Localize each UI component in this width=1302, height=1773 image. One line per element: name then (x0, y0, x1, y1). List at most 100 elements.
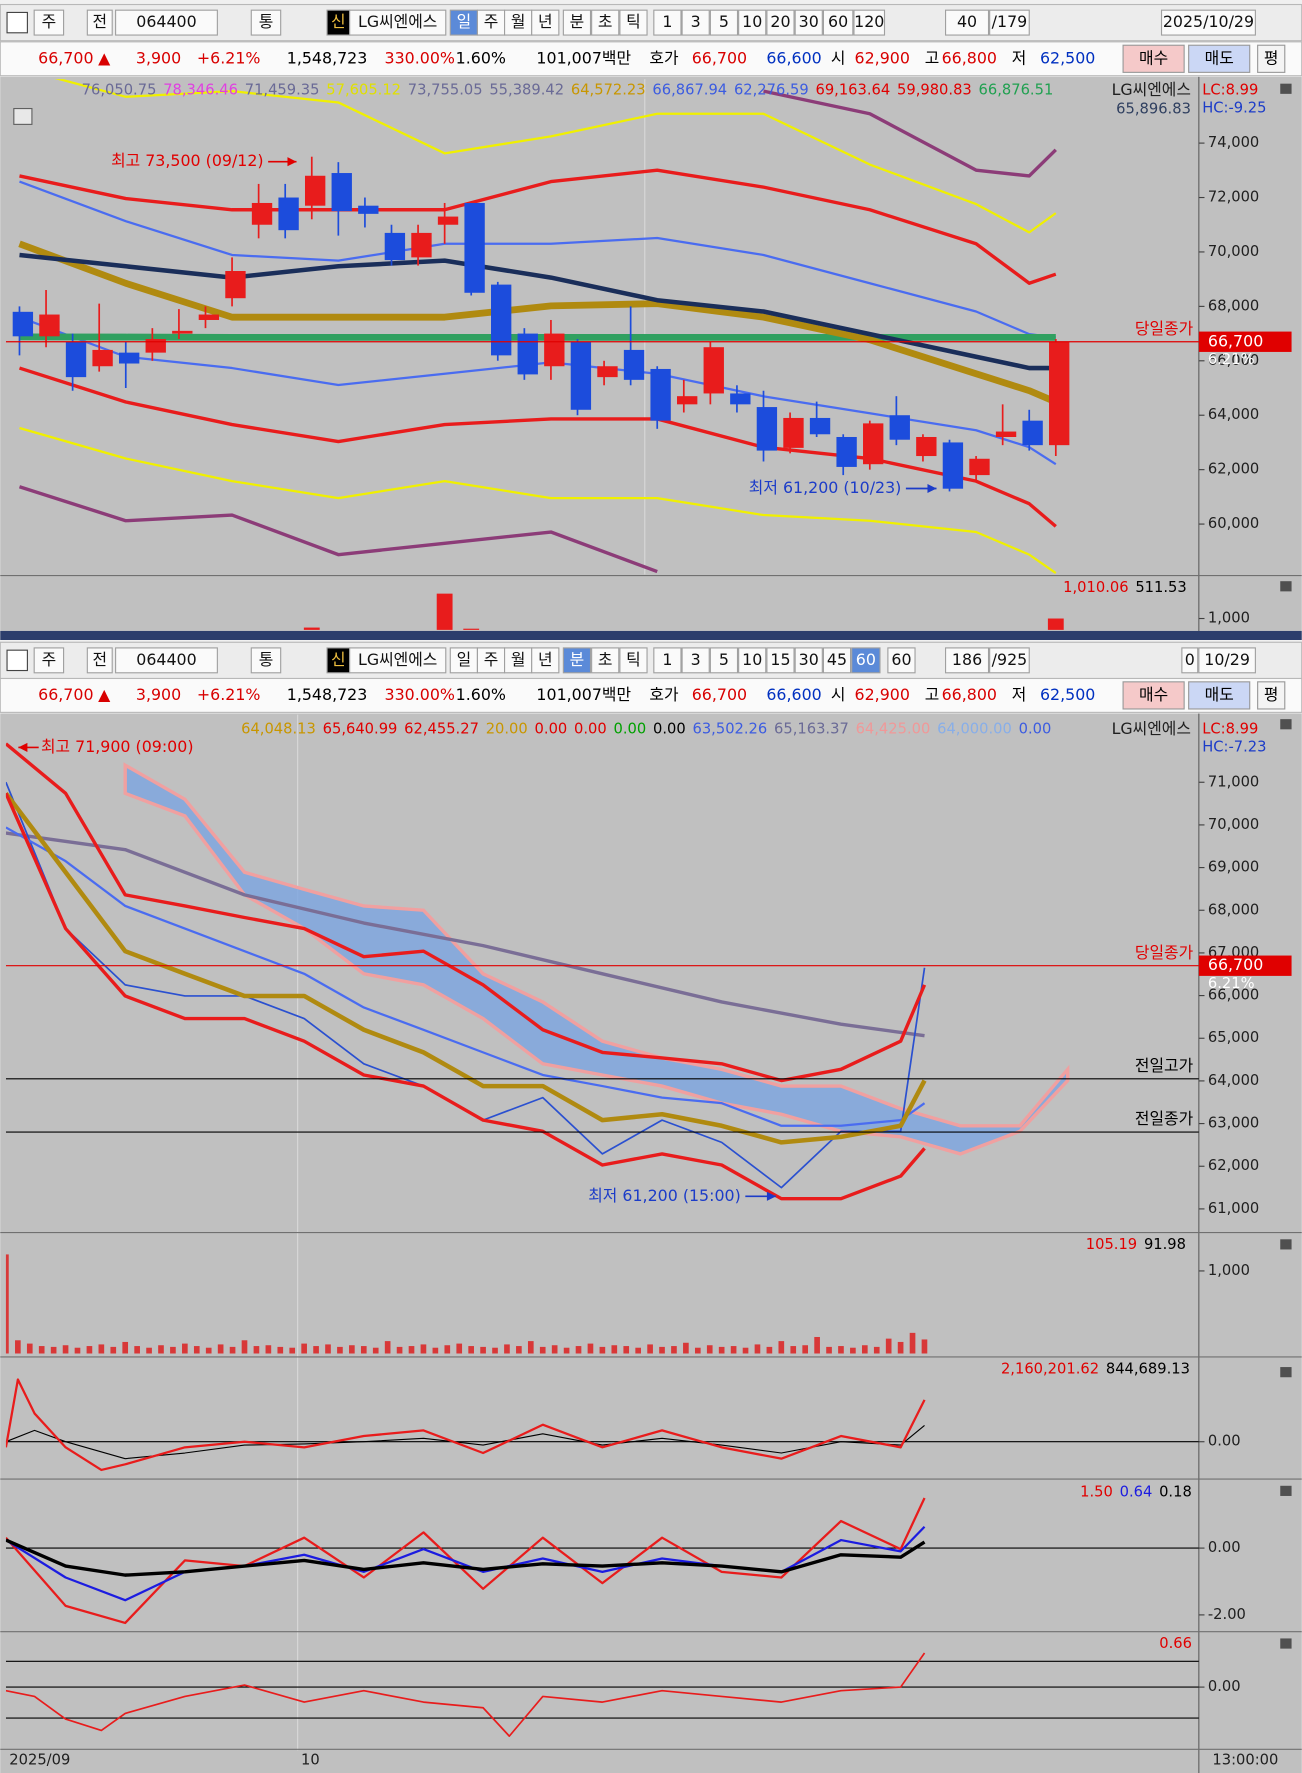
toolbar-label[interactable]: 1 (662, 650, 672, 669)
toolbar-label[interactable]: 1 (662, 12, 672, 31)
toolbar-label[interactable]: 186 (952, 650, 982, 669)
toolbar-button[interactable] (250, 647, 282, 674)
toolbar-label[interactable]: 통 (259, 650, 274, 669)
toolbar-label[interactable]: 분 (570, 12, 585, 31)
toolbar-button[interactable] (562, 647, 592, 674)
toolbar-label[interactable]: 45 (827, 650, 847, 669)
toolbar-label[interactable]: 월 (511, 650, 526, 669)
trade-button[interactable] (1257, 681, 1286, 710)
trade-button[interactable] (1122, 44, 1185, 73)
panel-close[interactable] (1280, 1638, 1292, 1649)
toolbar-button[interactable] (822, 647, 852, 674)
panel-close[interactable] (1280, 719, 1292, 730)
toolbar-button[interactable] (476, 647, 506, 674)
toolbar-button[interactable] (33, 9, 65, 36)
quote-field[interactable]: 매도 (1205, 685, 1234, 704)
toolbar-button[interactable] (250, 9, 282, 36)
toolbar-label[interactable]: 3 (691, 650, 701, 669)
toolbar-button[interactable] (766, 647, 795, 674)
toolbar-label[interactable]: 년 (538, 650, 553, 669)
toolbar-label[interactable]: 초 (598, 12, 613, 31)
toolbar-label[interactable]: 주 (42, 650, 57, 669)
toolbar-button[interactable] (531, 647, 560, 674)
toolbar-label[interactable]: 60 (828, 12, 848, 31)
quote-field[interactable]: 매수 (1139, 48, 1168, 67)
toolbar-label[interactable]: 60 (856, 650, 876, 669)
toolbar-label[interactable]: 10 (742, 650, 762, 669)
toolbar-button[interactable] (1160, 9, 1256, 36)
toolbar-button[interactable] (86, 647, 113, 674)
toolbar-button[interactable] (989, 9, 1030, 36)
toolbar-button[interactable] (709, 9, 739, 36)
toolbar-button[interactable] (653, 9, 682, 36)
toolbar-label[interactable]: LG씨엔에스 (358, 650, 437, 669)
toolbar-button[interactable] (738, 9, 767, 36)
toolbar-label[interactable]: 10 (742, 12, 762, 31)
toolbar-button[interactable] (853, 9, 886, 36)
toolbar-label[interactable]: 60 (891, 650, 911, 669)
toolbar-label[interactable]: /925 (992, 650, 1028, 669)
toolbar-button[interactable] (449, 647, 478, 674)
toolbar-label[interactable]: 120 (854, 12, 884, 31)
toolbar-button[interactable] (851, 647, 881, 674)
toolbar-label[interactable]: 신 (331, 650, 346, 669)
toolbar-label[interactable]: 064400 (136, 650, 196, 669)
panel-close[interactable] (1280, 1367, 1292, 1378)
toolbar-button[interactable] (1181, 647, 1199, 674)
quote-field[interactable]: 매도 (1205, 48, 1234, 67)
panel-icon[interactable] (13, 107, 33, 125)
toolbar-label[interactable]: 40 (957, 12, 977, 31)
toolbar-label[interactable]: 틱 (626, 12, 641, 31)
quote-field[interactable]: 평 (1264, 48, 1279, 67)
toolbar-label[interactable]: 30 (799, 12, 819, 31)
toolbar-button[interactable] (944, 9, 990, 36)
toolbar-label[interactable]: 2025/10/29 (1163, 12, 1254, 31)
toolbar-label[interactable]: 5 (719, 650, 729, 669)
toolbar-button[interactable] (531, 9, 560, 36)
toolbar-button[interactable] (887, 647, 916, 674)
toolbar-label[interactable]: 15 (770, 650, 790, 669)
quote-field[interactable]: 매수 (1139, 685, 1168, 704)
toolbar-button[interactable] (86, 9, 113, 36)
toolbar-label[interactable]: /179 (992, 12, 1028, 31)
toolbar-label[interactable]: 3 (691, 12, 701, 31)
trade-button[interactable] (1122, 681, 1185, 710)
toolbar-label[interactable]: 주 (42, 12, 57, 31)
toolbar-button[interactable] (681, 647, 710, 674)
toolbar-button[interactable] (349, 647, 447, 674)
toolbar-button[interactable] (822, 9, 854, 36)
toolbar-button[interactable] (115, 9, 218, 36)
toolbar-button[interactable] (766, 9, 795, 36)
toolbar-label[interactable]: 30 (799, 650, 819, 669)
toolbar-button[interactable] (738, 647, 767, 674)
toolbar-label[interactable]: LG씨엔에스 (358, 12, 437, 31)
toolbar-button[interactable] (504, 9, 533, 36)
toolbar-button[interactable] (1198, 647, 1256, 674)
toolbar-label[interactable]: 주 (484, 12, 499, 31)
menu-icon[interactable] (6, 649, 28, 672)
toolbar-label[interactable]: 틱 (626, 650, 641, 669)
toolbar-button[interactable] (349, 9, 447, 36)
toolbar-label[interactable]: 064400 (136, 12, 196, 31)
toolbar-button[interactable] (562, 9, 592, 36)
panel-close[interactable] (1280, 1485, 1292, 1496)
toolbar-button[interactable] (653, 647, 682, 674)
toolbar-button[interactable] (619, 647, 648, 674)
panel-close[interactable] (1280, 1239, 1292, 1250)
toolbar-label[interactable]: 10/29 (1204, 650, 1250, 669)
toolbar-button[interactable] (619, 9, 648, 36)
trade-button[interactable] (1257, 44, 1286, 73)
toolbar-button[interactable] (794, 647, 823, 674)
toolbar-button[interactable] (33, 647, 65, 674)
toolbar-label[interactable]: 0 (1185, 650, 1195, 669)
toolbar-button[interactable] (709, 647, 739, 674)
toolbar-button[interactable] (794, 9, 823, 36)
toolbar-button[interactable] (989, 647, 1030, 674)
trade-button[interactable] (1188, 681, 1251, 710)
panel-close[interactable] (1280, 83, 1292, 94)
quote-field[interactable]: 평 (1264, 685, 1279, 704)
toolbar-label[interactable]: 년 (538, 12, 553, 31)
toolbar-label[interactable]: 월 (511, 12, 526, 31)
toolbar-label[interactable]: 신 (331, 12, 346, 31)
toolbar-button[interactable] (681, 9, 710, 36)
